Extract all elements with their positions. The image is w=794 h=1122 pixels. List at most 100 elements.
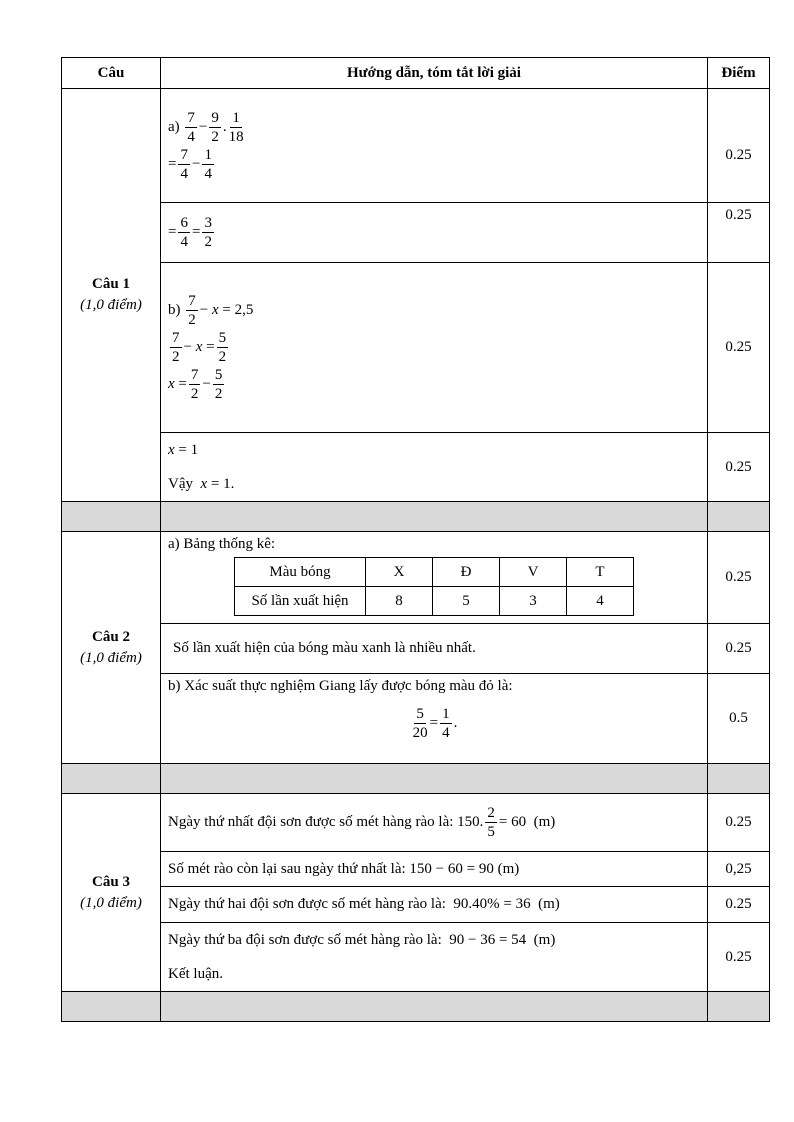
math-text: = <box>191 224 201 240</box>
q2-points: (1,0 điểm) <box>80 649 142 666</box>
q2-b-label: b) Xác suất thực nghiệm Giang lấy được b… <box>168 678 513 694</box>
separator-row <box>61 763 770 794</box>
math-line: = 7 4−1 4 <box>168 146 700 183</box>
denominator: 4 <box>180 234 188 250</box>
stats-cell: 4 <box>566 586 634 616</box>
q3-day3: Ngày thứ ba đội sơn được số mét hàng rào… <box>160 922 708 992</box>
q2-row-1: Câu 2 (1,0 điểm) a) Bảng thống kê: Màu bó… <box>61 531 770 764</box>
denominator: 4 <box>204 165 212 182</box>
q1-b-work: b) 7 2− x = 2,5 7 2− x = 5 2 x = 7 2−5 2 <box>160 262 708 433</box>
q2-b-cell: b) Xác suất thực nghiệm Giang lấy được b… <box>160 673 708 764</box>
q1-title: Câu 1 <box>92 276 130 292</box>
math-line: Vậy x = 1. <box>168 467 700 501</box>
math-line: x = 1 <box>168 433 700 467</box>
score: 0.5 <box>707 673 770 764</box>
numerator: 5 <box>414 706 426 724</box>
header-score: Điểm <box>707 57 770 89</box>
score: 0.25 <box>707 886 770 923</box>
score: 0.25 <box>707 432 770 502</box>
math-text: . <box>222 118 227 135</box>
q2-label: Câu 2 (1,0 điểm) <box>61 531 161 764</box>
math-text: = 60 (m) <box>498 814 556 830</box>
math-text: Vậy <box>168 475 201 492</box>
math-text: = 1. <box>207 475 235 492</box>
score: 0.25 <box>707 202 770 263</box>
q1-row-4: x = 1 Vậy x = 1. 0.25 <box>62 432 770 502</box>
numerator: 1 <box>440 706 452 724</box>
denominator: 2 <box>204 234 212 250</box>
math-variable: x <box>168 441 175 458</box>
denominator: 4 <box>442 725 450 741</box>
stats-header-row: Màu bóng X Đ V T <box>234 557 634 587</box>
score: 0.25 <box>707 623 770 674</box>
math-text: a) <box>168 118 184 135</box>
numerator: 2 <box>485 805 497 823</box>
header-cau: Câu <box>61 57 161 89</box>
q3-label: Câu 3 (1,0 điểm) <box>61 793 161 992</box>
stats-cell: 8 <box>365 586 433 616</box>
score: 0.25 <box>707 531 770 624</box>
numerator: 5 <box>212 367 225 385</box>
separator-row <box>61 501 770 532</box>
denominator: 2 <box>172 349 180 365</box>
q1-b-result: x = 1 Vậy x = 1. <box>160 432 708 502</box>
denominator: 2 <box>218 349 227 365</box>
math-text: Kết luận. <box>168 965 223 982</box>
math-text: − <box>191 155 201 172</box>
math-variable: x <box>168 376 175 392</box>
math-text: Số mét rào còn lại sau ngày thứ nhất là:… <box>168 860 520 877</box>
denominator: 5 <box>487 824 495 840</box>
stats-count-row: Số lần xuất hiện 8 5 3 4 <box>234 586 634 616</box>
q3-row-2: Số mét rào còn lại sau ngày thứ nhất là:… <box>62 851 770 887</box>
q1-row-2: = 6 4 = 3 2 0.25 <box>62 202 770 263</box>
separator-row <box>61 991 770 1022</box>
q2-row-3: b) Xác suất thực nghiệm Giang lấy được b… <box>62 673 770 764</box>
math-line: = 6 4 = 3 2 <box>168 214 700 251</box>
math-variable: x <box>195 339 203 355</box>
stats-cell: X <box>365 557 433 587</box>
q1-points: (1,0 điểm) <box>80 297 142 313</box>
numerator: 1 <box>230 109 242 128</box>
stats-cell: Màu bóng <box>234 557 366 587</box>
math-text: = <box>168 155 177 172</box>
math-text: Ngày thứ hai đội sơn được số mét hàng rà… <box>168 895 560 912</box>
stats-cell: Đ <box>432 557 500 587</box>
denominator: 20 <box>412 725 428 741</box>
denominator: 4 <box>187 128 195 145</box>
numerator: 7 <box>188 367 201 385</box>
score: 0.25 <box>707 922 770 992</box>
math-line: Số mét rào còn lại sau ngày thứ nhất là:… <box>168 852 700 886</box>
q1-label: Câu 1 (1,0 điểm) <box>61 88 161 502</box>
numerator: 5 <box>216 330 229 348</box>
stats-cell: 3 <box>499 586 567 616</box>
math-text: = <box>429 715 439 731</box>
q2-b-math: 5 20 = 1 4. <box>168 705 700 742</box>
denominator: 2 <box>190 386 199 402</box>
q3-day1: Ngày thứ nhất đội sơn được số mét hàng r… <box>160 793 708 852</box>
math-text: − <box>199 302 212 318</box>
denominator: 18 <box>228 128 244 145</box>
numerator: 7 <box>170 330 182 348</box>
numerator: 1 <box>202 146 214 165</box>
math-text: . <box>453 715 458 731</box>
score: 0,25 <box>707 851 770 887</box>
denominator: 4 <box>180 165 188 182</box>
q2-a-label: a) Bảng thống kê: <box>168 536 276 552</box>
header-row: Câu Hướng dẫn, tóm tắt lời giải Điểm <box>61 57 770 89</box>
q1-row-3: b) 7 2− x = 2,5 7 2− x = 5 2 x = 7 2−5 2 0.25 <box>62 262 770 433</box>
q2-title: Câu 2 <box>92 628 130 645</box>
q1-a-work: a) 7 4−9 2. 1 18 = 7 4−1 4 <box>160 88 708 203</box>
q2-row-2: Số lần xuất hiện của bóng màu xanh là nh… <box>62 623 770 674</box>
header-guide: Hướng dẫn, tóm tắt lời giải <box>160 57 708 89</box>
q3-row-1: Câu 3 (1,0 điểm) Ngày thứ nhất đội sơn đư… <box>61 793 770 992</box>
math-text: = <box>168 224 177 240</box>
q2-a-cell: a) Bảng thống kê: Màu bóng X Đ V T Số lầ… <box>160 531 708 624</box>
stats-table: Màu bóng X Đ V T Số lần xuất hiện 8 5 3 … <box>234 557 634 616</box>
